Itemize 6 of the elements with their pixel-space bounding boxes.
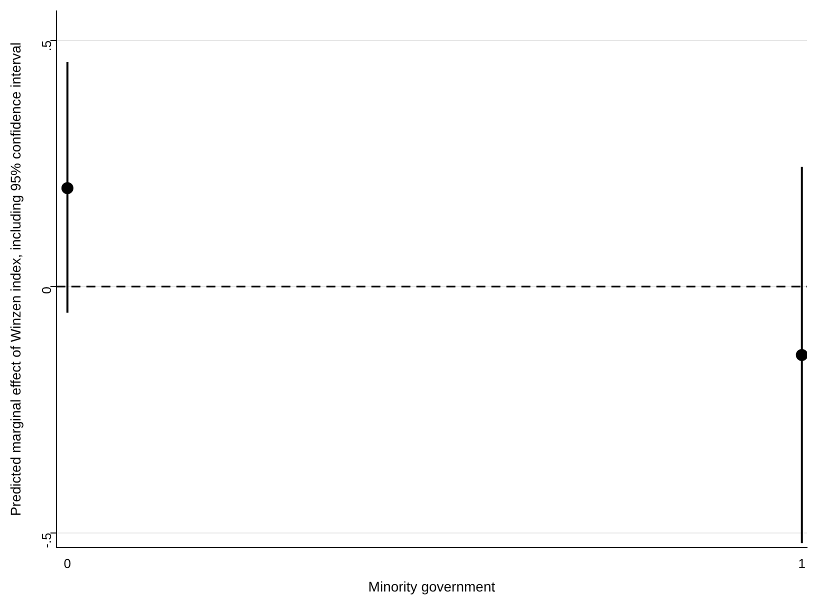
y-tick-label: .5 xyxy=(38,40,54,52)
x-axis-title: Minority government xyxy=(368,578,496,594)
y-tick-label: 0 xyxy=(38,286,54,294)
y-tick-label: -.5 xyxy=(38,532,54,548)
y-axis-title: Predicted marginal effect of Winzen index, including 95% confidence interval xyxy=(7,42,24,516)
x-tick-label: 1 xyxy=(798,556,806,571)
